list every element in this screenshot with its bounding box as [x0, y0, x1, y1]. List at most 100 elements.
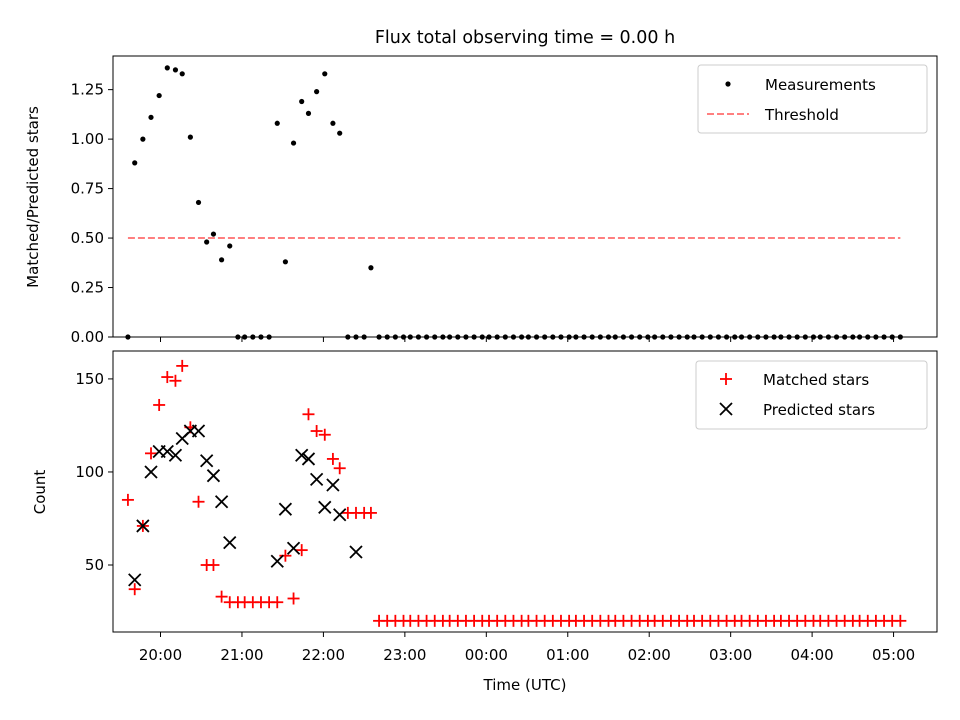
legend-matched-label: Matched stars	[763, 371, 869, 389]
x-tick-label: 05:00	[872, 646, 915, 664]
legend-predicted-label: Predicted stars	[763, 401, 875, 419]
matched-stars-point	[161, 371, 174, 384]
count-legend: Matched stars Predicted stars	[695, 360, 928, 430]
x-tick-label: 02:00	[628, 646, 671, 664]
measurement-point	[148, 114, 154, 120]
x-axis-label: Time (UTC)	[483, 676, 567, 694]
x-axis: 20:00 21:00 22:00 23:00 00:00 01:00 02:00 03:00…	[139, 632, 915, 664]
predicted-stars-point	[160, 444, 174, 459]
ratio-axes-frame	[112, 55, 938, 338]
ratio-x-ticks	[160, 337, 895, 342]
matched-stars-point	[894, 614, 907, 627]
predicted-stars-point	[144, 465, 158, 479]
measurement-point	[179, 71, 185, 77]
predicted-stars-point	[349, 545, 363, 559]
count-axes-frame	[112, 350, 938, 633]
matched-stars-point	[279, 549, 292, 562]
predicted-stars-point	[136, 519, 150, 533]
measurement-point	[330, 120, 336, 126]
matched-stars-point	[121, 493, 134, 506]
legend-matched-marker	[720, 373, 732, 385]
matched-stars-point	[364, 506, 377, 519]
predicted-stars-point	[270, 554, 284, 568]
matched-stars-point	[302, 408, 315, 421]
y-tick-label: 1.25	[71, 81, 104, 99]
matched-stars-point	[176, 359, 189, 372]
measurement-point	[290, 140, 297, 146]
matched-stars-point	[271, 596, 284, 609]
y-tick-label: 50	[85, 556, 104, 574]
ratio-y-axis: 0.00 0.25 0.50 0.75 1.00 1.25	[71, 81, 113, 346]
matched-stars-point	[207, 559, 220, 572]
ratio-legend: Measurements Threshold	[697, 64, 928, 134]
predicted-stars-point	[309, 472, 324, 487]
legend-measurements-marker	[725, 81, 731, 87]
count-plot-area	[121, 359, 907, 627]
measurement-point	[187, 134, 193, 140]
predicted-stars-point	[333, 508, 347, 522]
count-y-axis: 50 100 150	[75, 370, 113, 574]
y-tick-label: 1.00	[71, 130, 104, 148]
matched-stars-point	[310, 425, 323, 438]
measurement-point	[164, 65, 170, 71]
predicted-stars-point	[200, 454, 214, 468]
matched-stars-point	[153, 398, 166, 411]
matched-stars-point	[215, 590, 228, 603]
measurement-point	[140, 136, 146, 142]
matched-stars-point	[318, 428, 331, 441]
x-tick-label: 21:00	[220, 646, 263, 664]
measurement-point	[337, 130, 343, 136]
matched-stars-point	[287, 592, 300, 605]
matched-stars-point	[192, 495, 205, 508]
matched-stars-point	[169, 374, 182, 387]
y-tick-label: 0.00	[71, 328, 104, 346]
x-tick-label: 23:00	[383, 646, 426, 664]
measurement-point	[274, 120, 280, 126]
chart-title: Flux total observing time = 0.00 h	[375, 28, 675, 48]
x-tick-label: 22:00	[302, 646, 345, 664]
count-panel: 50 100 150 20:00 21:00 22:00 23:00 00:00 01:00 0…	[31, 350, 938, 694]
measurement-point	[368, 265, 374, 271]
legend-measurements-label: Measurements	[765, 76, 876, 94]
y-tick-label: 100	[75, 463, 104, 481]
x-tick-label: 03:00	[709, 646, 752, 664]
measurement-point	[210, 231, 217, 237]
matched-stars-point	[295, 544, 308, 557]
y-tick-label: 0.50	[71, 229, 104, 247]
predicted-stars-point	[191, 424, 206, 438]
predicted-stars-point	[295, 448, 309, 462]
x-tick-label: 01:00	[546, 646, 589, 664]
predicted-stars-point	[326, 478, 340, 492]
predicted-stars-point	[128, 573, 142, 587]
y-tick-label: 0.25	[71, 279, 104, 297]
matched-stars-point	[326, 452, 339, 465]
x-tick-label: 00:00	[465, 646, 508, 664]
measurement-point	[156, 92, 162, 99]
predicted-stars-point	[301, 452, 316, 466]
predicted-stars-point	[206, 469, 221, 483]
predicted-stars-point	[168, 448, 183, 462]
measurement-point	[322, 71, 328, 77]
y-tick-label: 150	[75, 370, 104, 388]
measurement-point	[282, 259, 289, 265]
measurement-point	[218, 257, 225, 263]
matched-stars-point	[333, 462, 346, 475]
measurement-point	[305, 110, 312, 116]
y-tick-label: 0.75	[71, 180, 104, 198]
measurement-point	[195, 199, 202, 206]
measurement-point	[172, 67, 179, 73]
x-tick-label: 20:00	[139, 646, 182, 664]
count-y-axis-label: Count	[31, 470, 49, 515]
ratio-y-axis-label: Matched/Predicted stars	[24, 106, 42, 288]
measurement-point	[204, 239, 210, 245]
measurement-point	[227, 243, 233, 249]
matched-stars-point	[145, 447, 158, 460]
legend-threshold-label: Threshold	[764, 106, 839, 124]
matched-stars-point	[128, 583, 141, 596]
predicted-stars-point	[286, 541, 301, 555]
predicted-stars-point	[318, 500, 332, 514]
predicted-stars-point	[223, 536, 237, 550]
legend-predicted-marker	[719, 402, 733, 416]
measurement-point	[299, 98, 305, 105]
